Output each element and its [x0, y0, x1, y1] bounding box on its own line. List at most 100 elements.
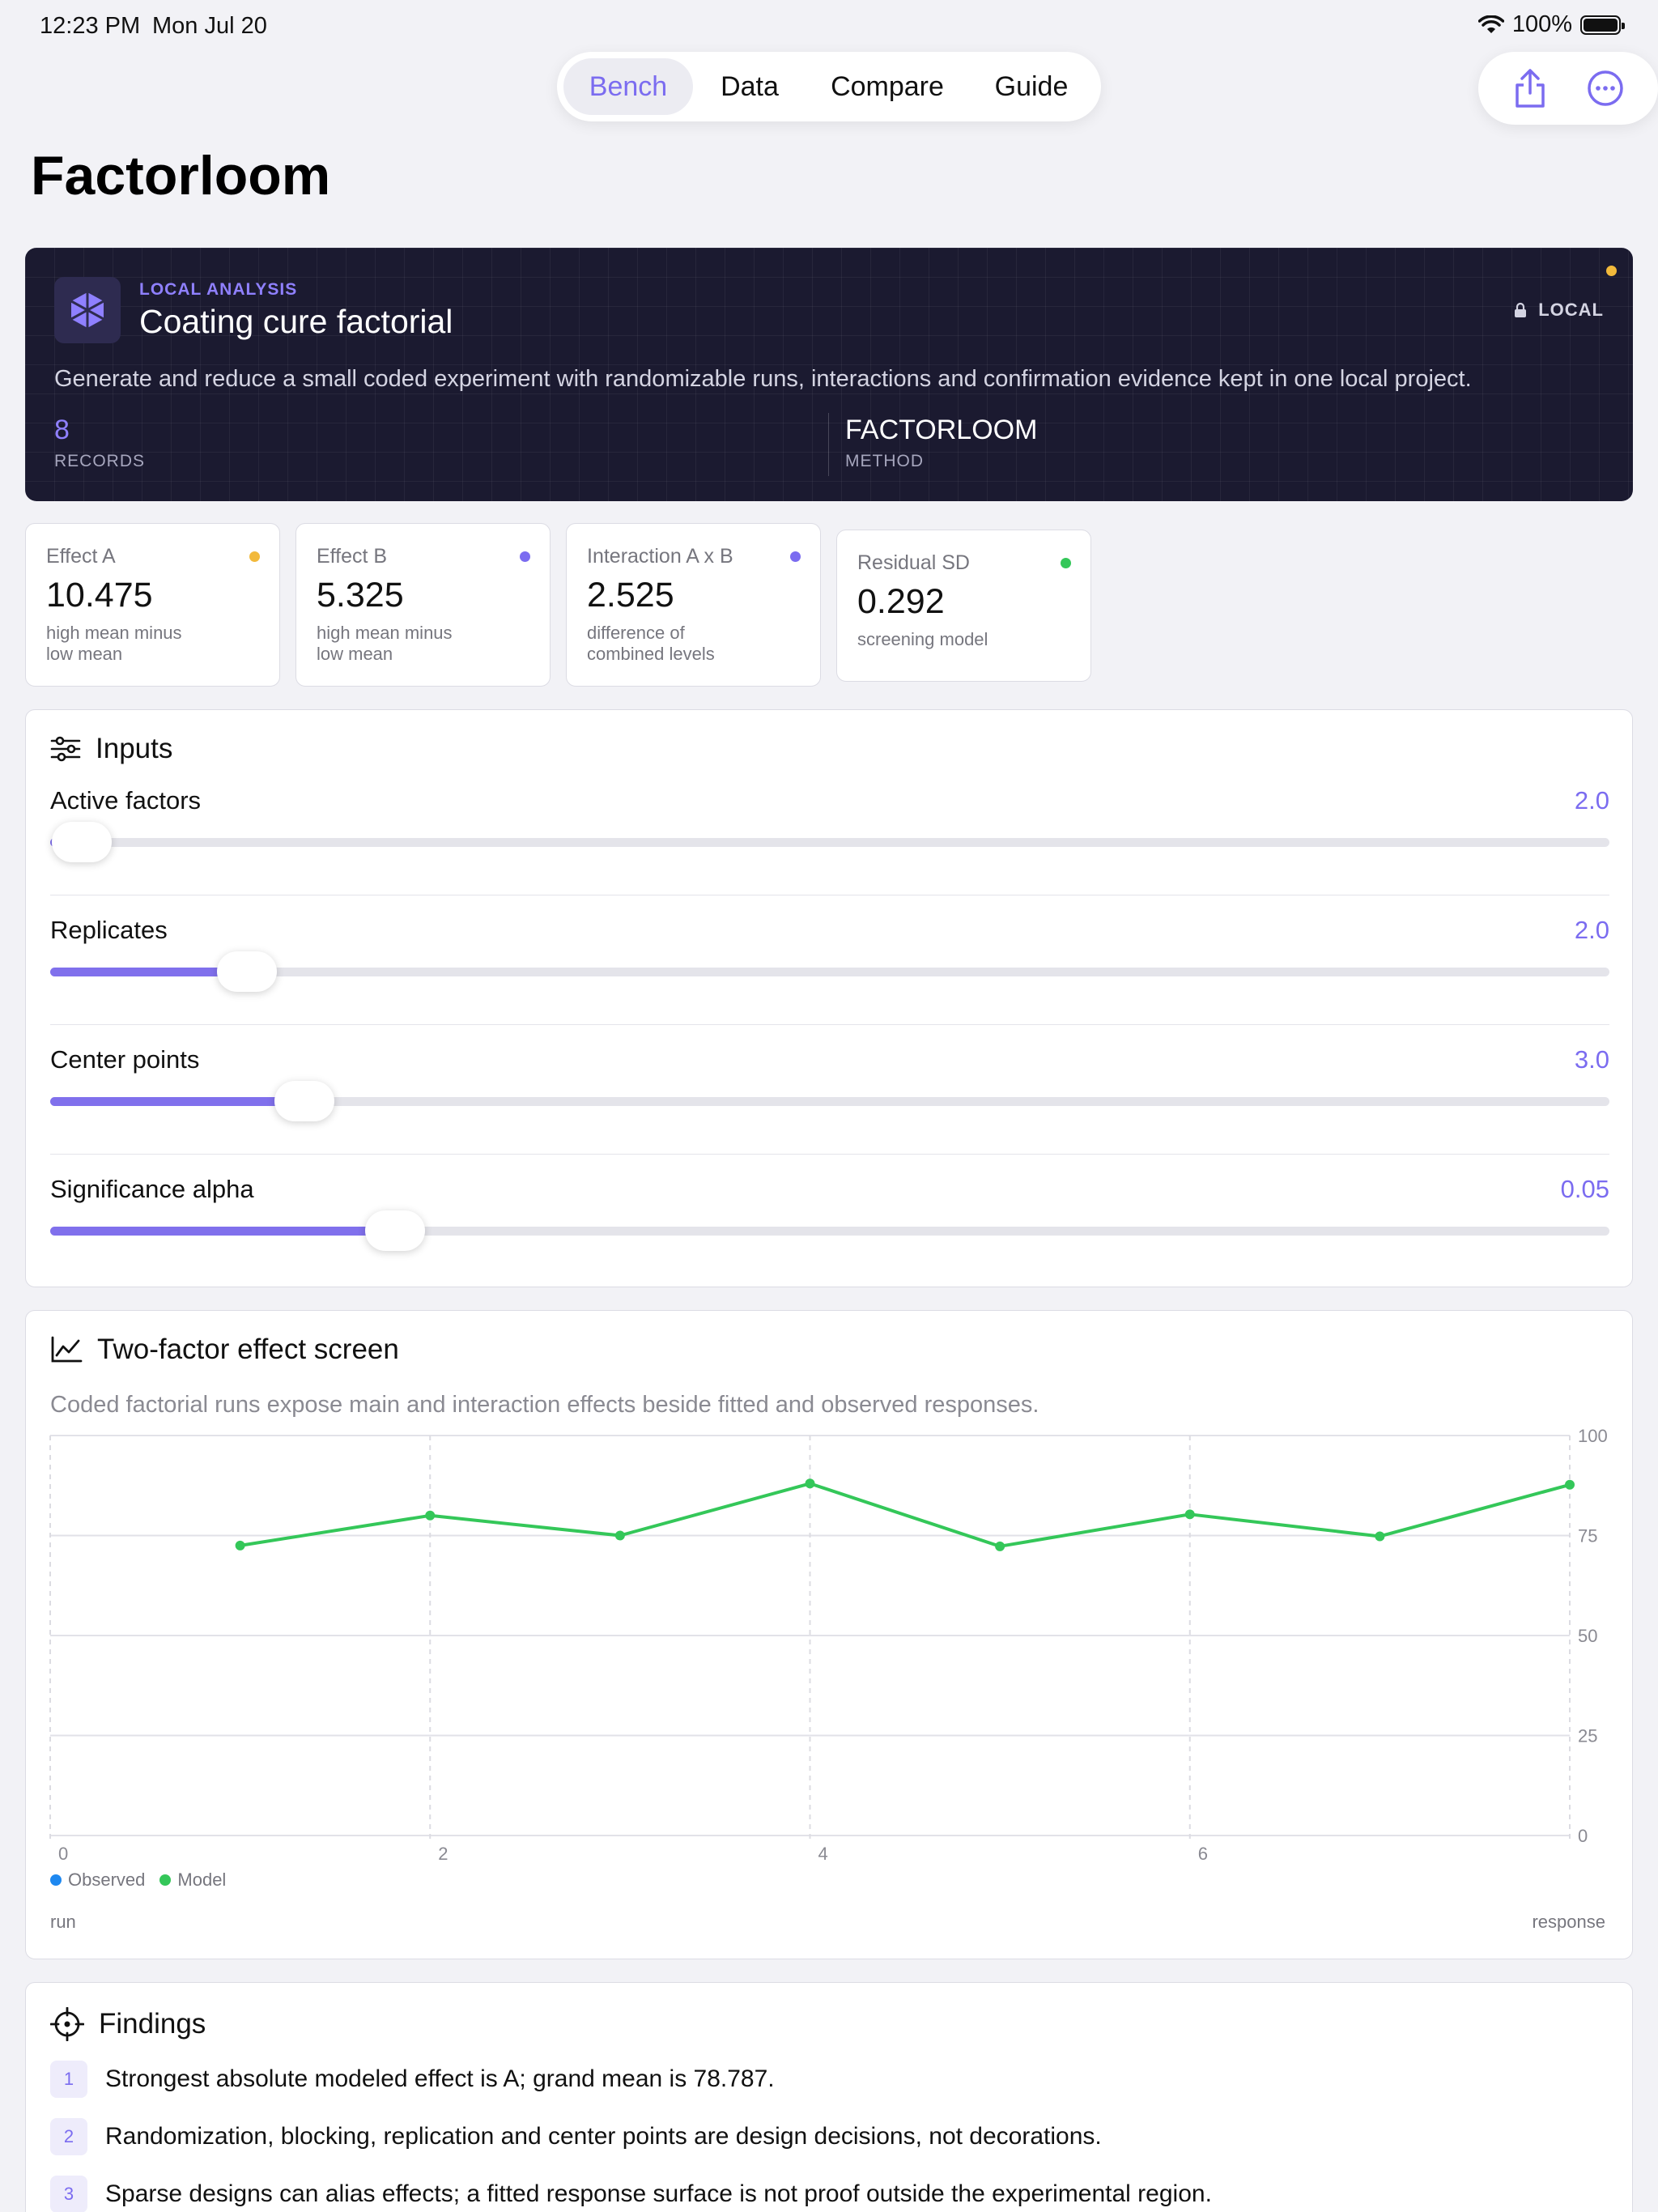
battery-percent: 100% — [1511, 11, 1572, 37]
project-hero-card: LOCAL ANALYSIS Coating cure factorial LO… — [25, 248, 1633, 501]
x-tick-label: 4 — [818, 1844, 828, 1864]
finding-number: 1 — [50, 2061, 87, 2098]
metric-value: 2.525 — [587, 576, 674, 615]
effect-chart: 100 75 50 25 0 0 2 4 6 — [49, 1426, 1608, 1864]
toolbar-actions — [1478, 52, 1658, 125]
metric-note: high mean minus low mean — [46, 623, 182, 664]
finding-item: 3 Sparse designs can alias effects; a fi… — [50, 2176, 1212, 2212]
metric-status-dot — [249, 551, 260, 562]
metric-card-interaction[interactable]: Interaction A x B 2.525 difference of co… — [566, 523, 821, 687]
y-tick-label: 50 — [1578, 1626, 1597, 1646]
metric-value: 5.325 — [317, 576, 404, 615]
hero-status-dot — [1606, 266, 1617, 276]
finding-item: 1 Strongest absolute modeled effect is A… — [50, 2061, 775, 2098]
hero-divider — [828, 413, 829, 476]
project-description: Generate and reduce a small coded experi… — [54, 366, 1472, 392]
records-label: RECORDS — [54, 452, 146, 470]
data-point — [805, 1478, 815, 1489]
legend-swatch — [159, 1874, 172, 1886]
battery-icon — [1580, 15, 1625, 35]
slider-label: Replicates — [50, 916, 168, 944]
series-line-model — [240, 1482, 1571, 1548]
y-tick-label: 100 — [1578, 1426, 1608, 1446]
metric-status-dot — [520, 551, 530, 562]
hero-eyebrow: LOCAL ANALYSIS — [139, 280, 298, 299]
metric-status-dot — [1061, 558, 1071, 568]
data-point — [1184, 1509, 1195, 1520]
slider-value: 2.0 — [1574, 916, 1609, 944]
wifi-icon — [1477, 15, 1504, 33]
metric-value: 10.475 — [46, 576, 153, 615]
legend-swatch — [50, 1874, 62, 1886]
x-tick-label: 0 — [58, 1844, 68, 1864]
slider-thumb[interactable] — [51, 822, 112, 862]
metric-card-effect-a[interactable]: Effect A 10.475 high mean minus low mean — [25, 523, 280, 687]
tab-bench[interactable]: Bench — [563, 58, 693, 115]
inputs-header: Inputs — [50, 733, 172, 765]
data-point — [995, 1541, 1005, 1551]
records-count: 8 — [54, 415, 70, 445]
divider — [50, 1154, 1609, 1155]
x-axis-label: run — [50, 1912, 76, 1932]
metric-note: difference of combined levels — [587, 623, 715, 664]
slider-track[interactable] — [50, 1210, 1609, 1251]
chart-header: Two-factor effect screen — [50, 1334, 399, 1366]
tab-compare[interactable]: Compare — [831, 70, 944, 102]
local-badge-label: LOCAL — [1538, 300, 1604, 320]
metric-card-effect-b[interactable]: Effect B 5.325 high mean minus low mean — [295, 523, 551, 687]
chart-title: Two-factor effect screen — [97, 1334, 399, 1365]
legend-label: Model — [177, 1870, 227, 1890]
project-title: Coating cure factorial — [139, 303, 453, 340]
status-indicators: 100% — [1477, 11, 1625, 38]
slider-track[interactable] — [50, 951, 1609, 992]
slider-thumb[interactable] — [274, 1081, 334, 1121]
slider-fill — [50, 968, 247, 976]
slider-track[interactable] — [50, 1081, 1609, 1121]
more-icon[interactable] — [1587, 70, 1624, 107]
slider-value: 3.0 — [1574, 1045, 1609, 1074]
slider-label: Center points — [50, 1045, 200, 1074]
metric-label: Residual SD — [857, 551, 970, 574]
slider-label: Active factors — [50, 786, 202, 815]
data-point — [235, 1540, 245, 1551]
finding-text: Strongest absolute modeled effect is A; … — [105, 2065, 775, 2092]
findings-title: Findings — [99, 2008, 206, 2040]
legend-item-model[interactable]: Model — [159, 1870, 226, 1891]
finding-text: Randomization, blocking, replication and… — [105, 2123, 1102, 2150]
findings-panel: Findings 1 Strongest absolute modeled ef… — [25, 1982, 1633, 2212]
finding-item: 2 Randomization, blocking, replication a… — [50, 2118, 1102, 2155]
slider-value: 0.05 — [1560, 1175, 1609, 1203]
data-point — [1375, 1531, 1385, 1542]
slider-fill — [50, 1227, 395, 1236]
slider-value: 2.0 — [1574, 786, 1609, 815]
slider-fill — [50, 1097, 304, 1106]
crosshair-icon — [50, 2007, 84, 2041]
metric-status-dot — [790, 551, 801, 562]
slider-thumb[interactable] — [364, 1210, 425, 1251]
tab-data[interactable]: Data — [721, 70, 779, 102]
metric-note: high mean minus low mean — [317, 623, 453, 664]
slider-track[interactable] — [50, 822, 1609, 862]
method-label: METHOD — [845, 452, 924, 470]
metric-value: 0.292 — [857, 582, 945, 621]
method-value: FACTORLOOM — [845, 415, 1038, 445]
finding-text: Sparse designs can alias effects; a fitt… — [105, 2180, 1212, 2207]
data-point — [1565, 1479, 1575, 1490]
tab-guide[interactable]: Guide — [994, 70, 1069, 102]
metric-note: screening model — [857, 629, 988, 649]
metric-card-residual-sd[interactable]: Residual SD 0.292 screening model — [836, 530, 1091, 682]
y-axis-label: response — [1532, 1912, 1605, 1932]
legend-item-observed[interactable]: Observed — [50, 1870, 145, 1891]
share-icon[interactable] — [1512, 67, 1548, 109]
y-tick-label: 0 — [1578, 1826, 1588, 1846]
slider-thumb[interactable] — [216, 951, 277, 992]
x-tick-label: 6 — [1198, 1844, 1208, 1864]
finding-number: 2 — [50, 2118, 87, 2155]
sliders-icon — [50, 736, 81, 762]
y-tick-label: 25 — [1578, 1726, 1597, 1746]
inputs-title: Inputs — [96, 733, 173, 764]
line-chart-icon — [51, 1336, 83, 1363]
lock-icon — [1515, 302, 1527, 317]
legend-label: Observed — [68, 1870, 146, 1890]
chart-subtitle: Coded factorial runs expose main and int… — [50, 1392, 1039, 1418]
